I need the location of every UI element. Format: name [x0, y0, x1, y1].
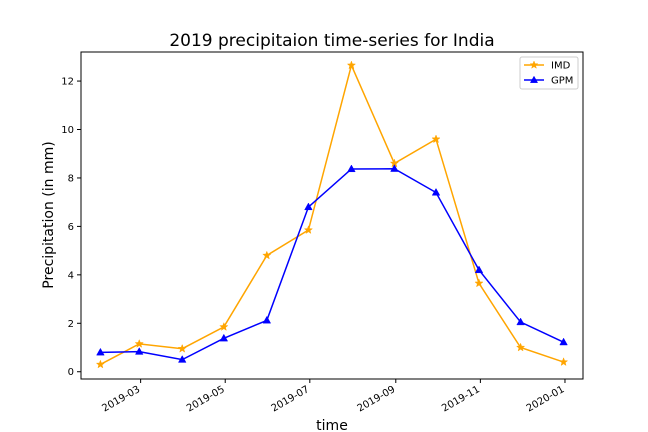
data-point-gpm — [516, 317, 525, 326]
data-point-gpm — [219, 333, 229, 342]
plot-area — [80, 51, 584, 380]
y-tick-label: 8 — [68, 173, 74, 184]
x-axis-label: time — [316, 418, 348, 432]
y-tick-label: 0 — [68, 367, 74, 378]
legend-marker-imd — [529, 60, 539, 69]
data-point-imd — [558, 357, 569, 367]
y-tick-label: 10 — [61, 125, 74, 136]
data-point-gpm — [178, 355, 187, 363]
y-axis: 0 2 4 6 8 10 12 — [61, 77, 81, 378]
y-tick-label: 4 — [68, 270, 74, 281]
data-point-imd — [219, 322, 229, 331]
chart-title: 2019 precipitaion time-series for India — [169, 31, 494, 51]
x-tick-label: 2020-01 — [525, 384, 567, 414]
data-point-gpm — [559, 337, 568, 346]
x-tick-label: 2019-07 — [270, 384, 312, 414]
data-point-imd — [134, 338, 144, 348]
data-point-imd — [474, 278, 484, 288]
x-tick-label: 2019-05 — [185, 384, 227, 414]
data-point-gpm — [474, 265, 484, 274]
data-point-imd — [431, 134, 441, 144]
x-axis: 2019-03 2019-05 2019-07 2019-09 2019-11 2020-… — [100, 379, 566, 414]
data-point-gpm — [347, 164, 356, 173]
series-imd — [95, 60, 569, 369]
data-point-imd — [95, 359, 106, 369]
data-point-gpm — [431, 187, 441, 196]
data-point-imd — [346, 60, 357, 70]
legend-marker-gpm — [529, 75, 539, 83]
series-line-gpm — [100, 167, 564, 361]
x-tick-label: 2019-03 — [100, 384, 142, 414]
data-point-imd — [262, 250, 272, 260]
data-point-gpm — [96, 347, 105, 356]
data-point-imd — [515, 342, 526, 352]
series-line-imd — [100, 63, 564, 366]
data-point-imd — [303, 225, 314, 235]
data-point-gpm — [304, 202, 313, 211]
data-point-gpm — [135, 347, 144, 355]
x-tick-label: 2019-09 — [356, 384, 398, 414]
x-tick-label: 2019-11 — [440, 384, 482, 414]
y-tick-label: 12 — [61, 77, 74, 88]
y-axis-label: Precipitation (in mm) — [41, 141, 57, 288]
data-point-imd — [177, 343, 187, 353]
series-layer — [95, 60, 569, 369]
legend-label-gpm: GPM — [551, 76, 573, 87]
legend: IMD GPM — [519, 56, 579, 90]
data-point-gpm — [262, 315, 272, 324]
legend-label-imd: IMD — [551, 61, 571, 72]
data-point-gpm — [390, 164, 399, 172]
y-tick-label: 2 — [68, 319, 74, 330]
series-gpm — [96, 164, 568, 363]
y-tick-label: 6 — [68, 222, 74, 233]
